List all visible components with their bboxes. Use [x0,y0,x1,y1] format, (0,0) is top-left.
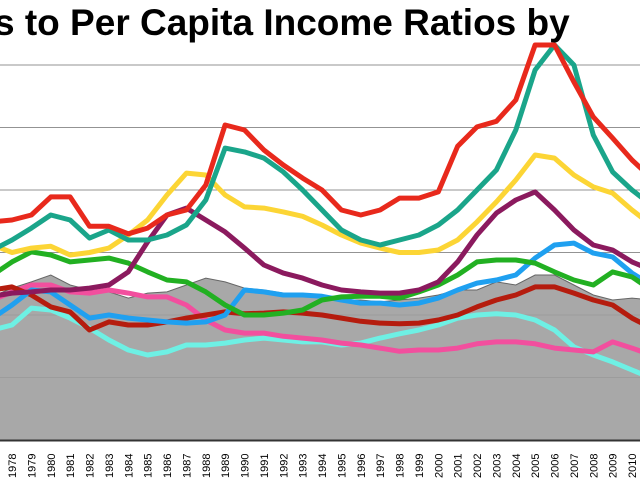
x-tick-label: 1982 [85,454,97,478]
x-tick-label: 1984 [123,454,135,478]
x-tick-label: 1983 [104,454,116,478]
x-tick-label: 2007 [569,454,581,478]
x-tick-label: 1995 [336,454,348,478]
series-line-1 [0,282,640,355]
x-tick-label: 2002 [472,454,484,478]
x-tick-label: 1985 [143,454,155,478]
series-line-6 [0,152,640,258]
x-tick-label: 1992 [278,454,290,478]
x-tick-label: 1978 [7,454,19,478]
series-line-7 [0,42,640,249]
x-tick-label: 1990 [240,454,252,478]
x-tick-label: 1988 [201,454,213,478]
series-line-8 [0,42,640,237]
x-tick-label: 2009 [608,454,620,478]
x-axis: 1978 1979 1980 1981 1982 1983 1984 1985 1986 1987… [0,439,640,478]
x-tick-label: 1996 [356,454,368,478]
x-tick-label: 1999 [414,454,426,478]
x-tick-label: 1994 [317,454,329,478]
chart-title: s to Per Capita Income Ratios by [0,2,570,43]
x-tick-label: 2001 [453,454,465,478]
x-tick-label: 2003 [491,454,503,478]
x-tick-label: 2010 [627,454,639,478]
x-tick-label: 1998 [395,454,407,478]
x-tick-label: 1981 [65,454,77,478]
x-tick-label: 1989 [220,454,232,478]
x-tick-label: 1997 [375,454,387,478]
x-tick-label: 2005 [530,454,542,478]
x-tick-label: 1993 [298,454,310,478]
x-tick-label: 2008 [588,454,600,478]
series-line-2 [0,284,640,333]
series-layer [0,42,640,377]
series-line-5 [0,189,640,298]
x-tick-label: 2000 [433,454,445,478]
series-line-4 [0,249,640,318]
x-tick-label: 1991 [259,454,271,478]
series-line-3 [0,240,640,326]
x-tick-label: 1979 [26,454,38,478]
x-tick-label: 1980 [46,454,58,478]
x-tick-label: 1987 [181,454,193,478]
x-tick-label: 2004 [511,454,523,478]
x-tick-label: 2006 [550,454,562,478]
x-tick-label: 1986 [162,454,174,478]
